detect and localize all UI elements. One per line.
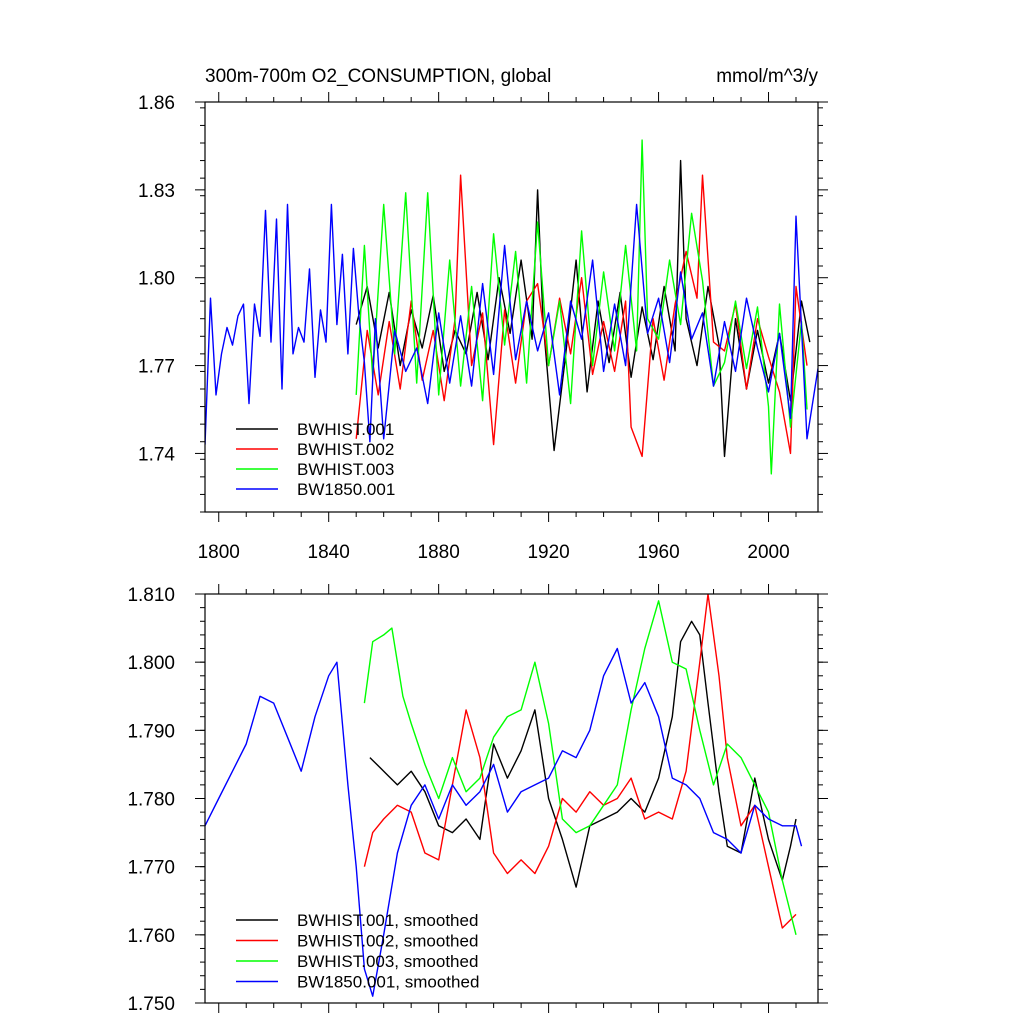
series-group	[205, 594, 803, 997]
legend-label-3: BWHIST.003	[297, 460, 394, 479]
series-line-2	[355, 174, 808, 458]
y-tick-label: 1.790	[127, 721, 175, 742]
y-tick-label: 1.810	[127, 585, 175, 606]
y-tick-label: 1.760	[127, 926, 175, 947]
y-tick-label: 1.86	[138, 93, 175, 114]
legend-label-1: BWHIST.001	[297, 420, 394, 439]
top-chart-title: 300m-700m O2_CONSUMPTION, global	[205, 66, 551, 87]
series-line-1	[355, 159, 811, 458]
y-tick-label: 1.83	[138, 181, 175, 202]
series-line-4	[205, 203, 818, 445]
x-tick-label: 1960	[637, 542, 679, 563]
x-tick-label: 1800	[198, 542, 240, 563]
series-line-2	[363, 594, 797, 929]
series-line-3	[355, 139, 808, 475]
x-tick-label: 1840	[308, 542, 350, 563]
y-tick-label: 1.800	[127, 653, 175, 674]
top-panel: 300m-700m O2_CONSUMPTION, global mmol/m^…	[138, 66, 828, 563]
bottom-panel: 1.750 1.760 1.770 1.780 1.790 1.800 1.810 BWHI…	[127, 584, 828, 1015]
top-plot-area: 1800 1840 1880 1920 1960 2000 1.74 1.77 1.80 1.83…	[138, 92, 828, 563]
series-group	[205, 139, 818, 475]
legend-label-4: BW1850.001	[297, 480, 395, 499]
y-tick-label: 1.750	[127, 994, 175, 1015]
bottom-plot-area: 1.750 1.760 1.770 1.780 1.790 1.800 1.810	[127, 584, 828, 1015]
bottom-legend: BWHIST.001, smoothed BWHIST.002, smoothed…	[236, 911, 479, 992]
series-line-3	[363, 600, 797, 935]
x-tick-label: 1880	[418, 542, 460, 563]
y-tick-label: 1.77	[138, 357, 175, 378]
y-tick-label: 1.770	[127, 858, 175, 879]
plot-frame	[204, 101, 819, 513]
legend-label-2: BWHIST.002	[297, 440, 394, 459]
x-tick-label: 2000	[747, 542, 789, 563]
y-tick-label: 1.74	[138, 444, 175, 465]
y-tick-label: 1.780	[127, 790, 175, 811]
series-line-4	[205, 647, 803, 997]
legend-label-3: BWHIST.003, smoothed	[297, 952, 478, 971]
series-line-1	[369, 620, 797, 888]
legend-label-1: BWHIST.001, smoothed	[297, 911, 478, 930]
x-tick-label: 1920	[527, 542, 569, 563]
legend-label-2: BWHIST.002, smoothed	[297, 932, 478, 951]
legend-label-4: BW1850.001, smoothed	[297, 973, 479, 992]
top-chart-units: mmol/m^3/y	[716, 66, 818, 87]
y-tick-label: 1.80	[138, 269, 175, 290]
